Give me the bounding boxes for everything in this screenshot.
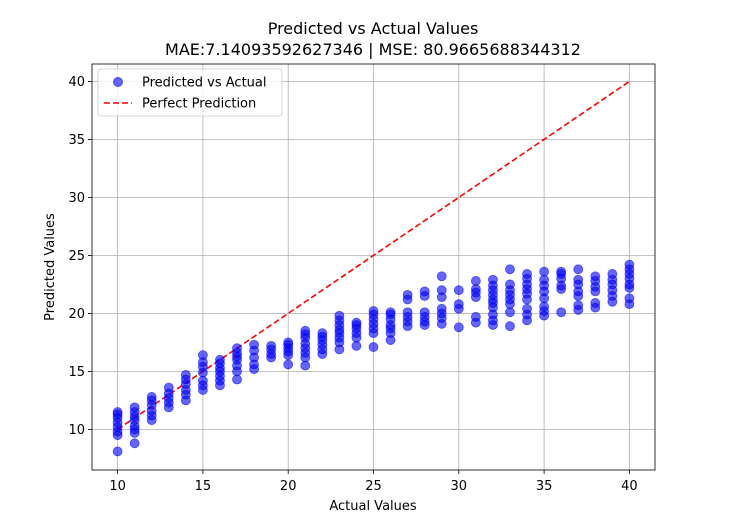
- data-point: [112, 407, 123, 417]
- y-tick-label: 25: [68, 249, 85, 264]
- data-point: [419, 307, 430, 318]
- data-point: [334, 310, 345, 321]
- legend-box: [97, 68, 283, 117]
- data-point: [505, 307, 515, 318]
- data-point: [453, 322, 464, 333]
- data-point: [215, 354, 225, 365]
- x-tick-label: 35: [536, 479, 553, 494]
- data-point: [197, 375, 208, 386]
- data-point: [232, 374, 242, 385]
- scatter-points: [112, 259, 635, 457]
- data-point: [470, 276, 481, 286]
- y-tick-label: 15: [68, 365, 85, 380]
- legend: Predicted vs Actual Perfect Prediction: [97, 68, 283, 117]
- data-point: [470, 284, 481, 294]
- data-point: [436, 303, 447, 314]
- data-point: [385, 307, 396, 318]
- data-point: [624, 259, 635, 270]
- data-point: [368, 342, 379, 352]
- data-point: [505, 321, 515, 332]
- legend-marker-scatter: [113, 77, 123, 87]
- y-axis-label: Predicted Values: [43, 213, 58, 321]
- data-point: [556, 266, 567, 277]
- data-point: [539, 301, 550, 312]
- data-point: [112, 446, 123, 457]
- data-point: [505, 264, 515, 275]
- data-point: [163, 382, 174, 393]
- data-point: [607, 269, 618, 279]
- data-point: [539, 274, 550, 285]
- data-point: [590, 298, 601, 308]
- y-tick-label: 10: [68, 423, 85, 438]
- data-point: [402, 307, 413, 318]
- data-point: [283, 337, 294, 348]
- data-point: [351, 317, 362, 328]
- data-point: [573, 274, 584, 285]
- x-tick-label: 25: [365, 479, 382, 494]
- legend-label-line: Perfect Prediction: [142, 97, 256, 112]
- x-tick-label: 10: [109, 479, 126, 494]
- data-point: [249, 339, 259, 350]
- data-point: [266, 340, 277, 351]
- data-point: [522, 269, 532, 279]
- data-point: [368, 306, 379, 316]
- x-axis-label: Actual Values: [329, 499, 417, 514]
- y-tick-label: 20: [68, 307, 85, 322]
- data-point: [419, 286, 430, 297]
- data-point: [300, 325, 311, 336]
- x-tick-label: 30: [451, 479, 468, 494]
- data-point: [453, 285, 464, 296]
- data-point: [539, 266, 550, 277]
- y-tick-label: 30: [68, 191, 85, 206]
- data-point: [146, 392, 157, 402]
- x-tick-label: 40: [621, 479, 638, 494]
- data-point: [317, 328, 328, 339]
- data-point: [180, 369, 191, 380]
- data-point: [470, 311, 481, 322]
- legend-label-scatter: Predicted vs Actual: [142, 76, 266, 91]
- data-point: [556, 307, 567, 318]
- chart-title: Predicted vs Actual Values: [268, 19, 479, 38]
- data-point: [283, 359, 294, 370]
- data-point: [232, 343, 242, 354]
- data-point: [505, 279, 515, 290]
- data-point: [300, 360, 311, 371]
- data-point: [590, 271, 601, 282]
- data-point: [351, 340, 362, 351]
- data-point: [197, 350, 208, 361]
- data-point: [453, 299, 464, 310]
- data-point: [522, 303, 532, 314]
- data-point: [436, 271, 447, 282]
- y-tick-label: 40: [68, 75, 85, 90]
- data-point: [488, 274, 498, 285]
- y-tick-label: 35: [68, 133, 85, 148]
- data-point: [402, 289, 413, 300]
- data-point: [624, 293, 635, 304]
- data-point: [573, 264, 584, 275]
- data-point: [573, 300, 584, 311]
- data-point: [129, 438, 140, 449]
- data-point: [129, 402, 140, 413]
- data-point: [436, 285, 447, 296]
- x-tick-label: 15: [195, 479, 212, 494]
- x-tick-label: 20: [280, 479, 297, 494]
- chart-subtitle: MAE:7.14093592627346 | MSE: 80.966568834…: [165, 40, 581, 59]
- axis-ticks: 10 15 20 25 30 35 40 10 15 20 25 30 35 40: [68, 75, 637, 494]
